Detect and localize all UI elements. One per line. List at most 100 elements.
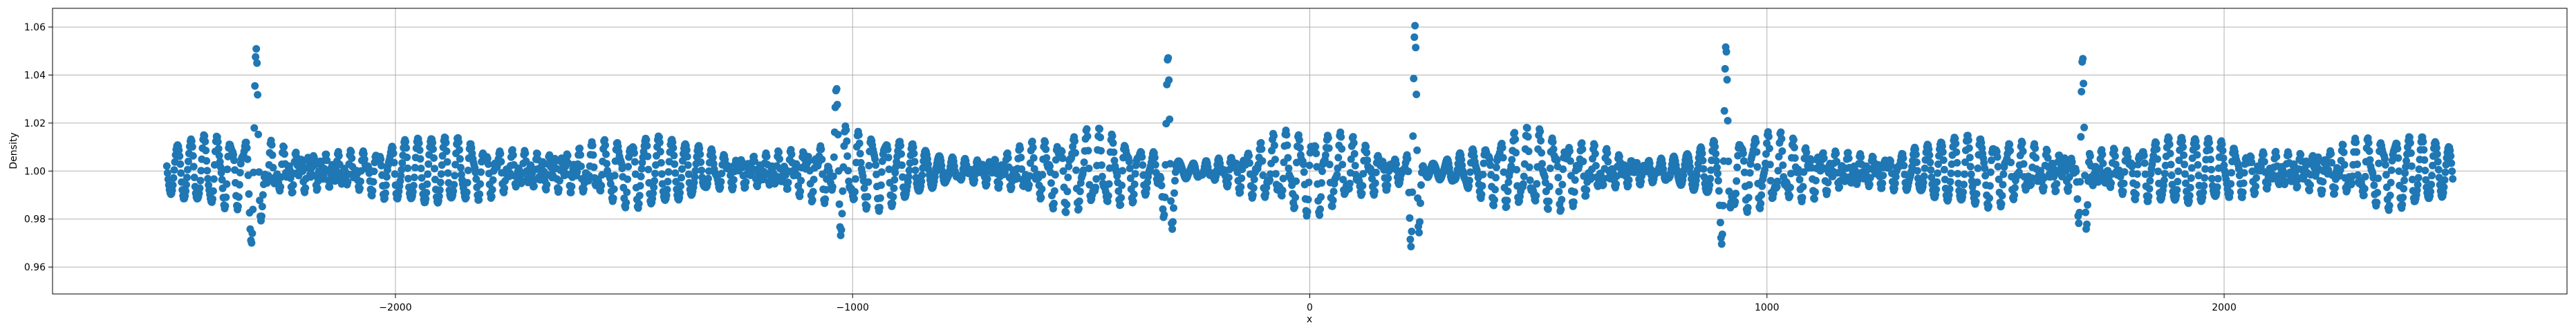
data-point [2181, 170, 2189, 178]
data-point [1071, 137, 1079, 145]
data-point [1416, 218, 1424, 226]
data-point [313, 184, 321, 192]
data-point [1074, 205, 1083, 213]
data-point [1579, 157, 1587, 165]
data-point [509, 151, 517, 159]
data-point [1157, 174, 1165, 183]
data-point [863, 202, 871, 210]
data-point [2120, 179, 2128, 187]
data-point [2218, 140, 2226, 149]
data-point [203, 167, 212, 175]
data-point [1706, 181, 1714, 189]
data-point [382, 189, 389, 197]
data-point [1919, 178, 1928, 187]
data-point [1065, 163, 1073, 171]
data-point [1278, 186, 1287, 194]
data-point [698, 166, 706, 174]
data-point [1318, 167, 1326, 176]
data-point [2421, 167, 2429, 174]
data-point [2407, 149, 2415, 157]
data-point [2306, 187, 2313, 194]
data-point [884, 145, 892, 154]
x-tick-label: 0 [1307, 302, 1313, 313]
data-point [1591, 141, 1598, 149]
data-point [1757, 199, 1765, 208]
data-point [855, 139, 864, 147]
data-point [196, 184, 204, 192]
data-point [598, 171, 606, 179]
data-point [2007, 158, 2015, 167]
data-point [1046, 162, 1054, 170]
data-point [618, 165, 626, 172]
data-point [1538, 149, 1546, 157]
data-point [1798, 194, 1807, 202]
data-point [2440, 183, 2448, 191]
data-point [589, 151, 597, 159]
data-point [1511, 129, 1519, 137]
data-point [403, 154, 411, 161]
data-point [1050, 187, 1058, 195]
data-point [2297, 151, 2305, 159]
data-point [884, 154, 893, 162]
data-point [203, 157, 211, 165]
data-point [597, 181, 606, 190]
data-point [2373, 199, 2381, 207]
data-point [843, 137, 851, 145]
data-point [2165, 134, 2173, 142]
data-point [918, 171, 926, 179]
data-point [2220, 161, 2228, 169]
data-point [563, 151, 572, 160]
data-point [643, 142, 651, 150]
x-tick-label: 1000 [1755, 302, 1780, 313]
data-point [1504, 187, 1512, 195]
data-point [1051, 171, 1059, 179]
data-point [1224, 180, 1232, 188]
data-point [2448, 167, 2456, 176]
data-point [602, 150, 610, 158]
data-point [1925, 145, 1933, 154]
data-point [1029, 154, 1038, 162]
data-point [2075, 208, 2084, 216]
data-point [2413, 186, 2421, 194]
data-point [1720, 107, 1728, 115]
data-point [377, 162, 386, 169]
data-point [1713, 163, 1721, 172]
data-point [1359, 182, 1367, 190]
data-point [382, 181, 390, 190]
data-point [1578, 139, 1586, 147]
data-point [1536, 127, 1544, 136]
data-point [1291, 203, 1299, 211]
data-point [2251, 189, 2259, 197]
data-point [2187, 164, 2196, 172]
data-point [1721, 65, 1729, 73]
data-point [1571, 176, 1579, 184]
data-point [2174, 178, 2182, 185]
data-point [1845, 154, 1853, 163]
data-point [1379, 160, 1388, 168]
data-point [696, 150, 704, 158]
data-point [1029, 143, 1037, 151]
data-point [1603, 149, 1612, 157]
data-point [1337, 133, 1345, 141]
data-point [1324, 133, 1332, 142]
data-point [637, 165, 646, 173]
data-point [463, 188, 471, 196]
data-point [1164, 54, 1173, 62]
data-point [670, 151, 678, 160]
data-point [402, 138, 410, 146]
data-point [2427, 187, 2435, 196]
data-point [983, 175, 991, 183]
data-point [729, 176, 738, 184]
data-point [835, 200, 843, 208]
data-point [235, 181, 243, 189]
data-point [899, 173, 906, 181]
data-point [1338, 160, 1347, 169]
data-point [588, 141, 597, 149]
data-point [1498, 144, 1506, 151]
data-point [2084, 201, 2091, 209]
data-point [398, 166, 406, 174]
data-point [201, 138, 209, 146]
data-point [1625, 176, 1633, 184]
data-point [1545, 183, 1553, 191]
data-point [2006, 140, 2014, 149]
